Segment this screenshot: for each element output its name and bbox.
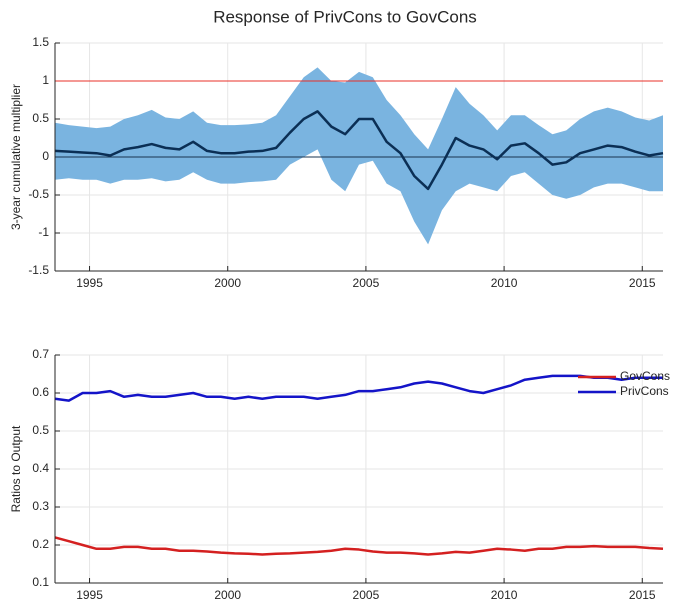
y-tick-label: -0.5 [28,187,49,201]
x-tick-label: 2000 [214,588,241,602]
x-tick-label: 2005 [353,276,380,290]
y-tick-label: 1.5 [32,35,49,49]
chart-title: Response of PrivCons to GovCons [213,7,477,26]
x-tick-label: 1995 [76,588,103,602]
y-tick-label: 0.5 [32,111,49,125]
confidence-band [55,67,663,245]
series-line [54,374,663,402]
series-line [54,110,664,191]
y-tick-label: 0.3 [32,499,49,513]
y-tick-label: 0.1 [32,575,49,589]
x-tick-label: 2010 [491,276,518,290]
x-tick-label: 2015 [629,276,656,290]
y-axis-label: 3-year cumulative multiplier [9,84,23,230]
y-tick-label: 0.4 [32,461,49,475]
y-tick-label: 0.7 [32,347,49,361]
y-tick-label: 0.2 [32,537,49,551]
y-axis-label: Ratios to Output [9,425,23,512]
y-tick-label: -1 [38,225,49,239]
x-tick-label: 1995 [76,276,103,290]
y-tick-label: 1 [42,73,49,87]
x-tick-label: 2000 [214,276,241,290]
y-tick-label: 0.6 [32,385,49,399]
x-tick-label: 2015 [629,588,656,602]
legend-label: GovCons [620,369,670,383]
x-tick-label: 2005 [353,588,380,602]
legend-label: PrivCons [620,384,669,398]
y-tick-label: -1.5 [28,263,49,277]
series-line [54,536,664,556]
y-tick-label: 0.5 [32,423,49,437]
y-tick-label: 0 [42,149,49,163]
x-tick-label: 2010 [491,588,518,602]
